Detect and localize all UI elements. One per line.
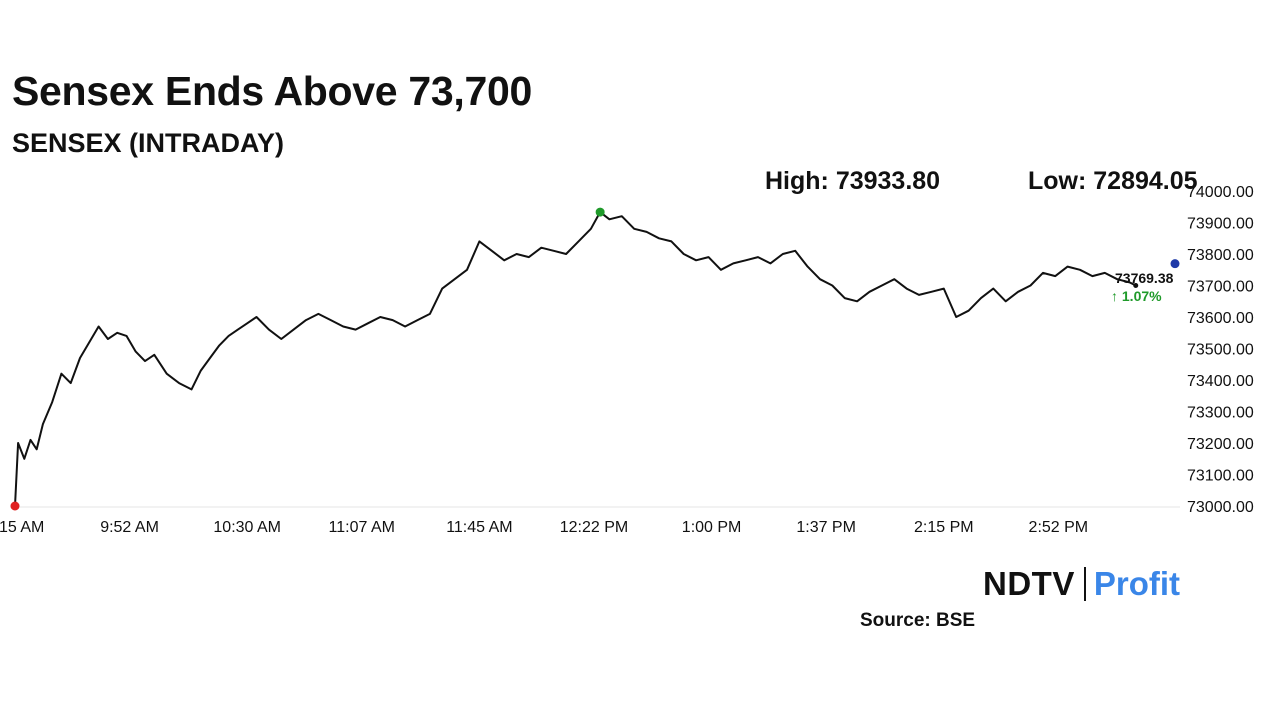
high-value-label: High: 73933.80 — [765, 167, 941, 195]
y-tick-label: 73500.00 — [1187, 342, 1254, 359]
y-tick-label: 73100.00 — [1187, 468, 1254, 485]
low-value-label: Low: 72894.05 — [1028, 167, 1198, 195]
y-tick-label: 73600.00 — [1187, 310, 1254, 327]
price-line — [14, 211, 1137, 507]
x-tick-label: 10:30 AM — [213, 519, 281, 536]
last-marker — [1170, 259, 1180, 269]
change-percent-label: ↑ 1.07% — [1111, 288, 1162, 304]
x-tick-label: 12:22 PM — [560, 519, 628, 536]
y-tick-label: 73400.00 — [1187, 373, 1254, 390]
last-value-label: 73769.38 — [1115, 270, 1174, 286]
x-axis: 9:15 AM 9:52 AM 10:30 AM 11:07 AM 11:45 AM 12… — [0, 506, 1180, 536]
line-end-point — [1133, 283, 1139, 288]
logo-divider — [1083, 567, 1086, 601]
x-tick-label: 9:15 AM — [0, 519, 44, 536]
y-axis: 73000.00 73100.00 73200.00 73300.00 73400.00… — [1187, 184, 1254, 516]
low-marker — [10, 501, 20, 511]
y-tick-label: 73700.00 — [1187, 279, 1254, 296]
high-marker — [595, 207, 605, 217]
logo-ndtv-text: NDTV — [983, 565, 1075, 602]
logo-profit-text: Profit — [1093, 565, 1181, 602]
source-note: Source: BSE — [860, 610, 976, 631]
y-tick-label: 74000.00 — [1187, 184, 1254, 201]
markers — [10, 207, 1180, 511]
x-tick-label: 11:07 AM — [329, 519, 395, 536]
x-tick-label: 2:15 PM — [914, 519, 974, 536]
x-tick-label: 2:52 PM — [1029, 519, 1089, 536]
y-tick-label: 73900.00 — [1187, 216, 1254, 233]
chart-title: Sensex Ends Above 73,700 — [12, 68, 532, 114]
y-tick-label: 73200.00 — [1187, 436, 1254, 453]
y-tick-label: 73800.00 — [1187, 247, 1254, 264]
chart-subtitle: SENSEX (INTRADAY) — [12, 128, 285, 158]
x-tick-label: 11:45 AM — [446, 519, 512, 536]
x-tick-label: 1:37 PM — [796, 519, 856, 536]
y-tick-label: 73000.00 — [1187, 499, 1254, 516]
x-tick-label: 1:00 PM — [682, 519, 742, 536]
ndtv-profit-logo: NDTV Profit — [983, 565, 1180, 603]
y-tick-label: 73300.00 — [1187, 405, 1254, 422]
x-tick-label: 9:52 AM — [100, 519, 159, 536]
